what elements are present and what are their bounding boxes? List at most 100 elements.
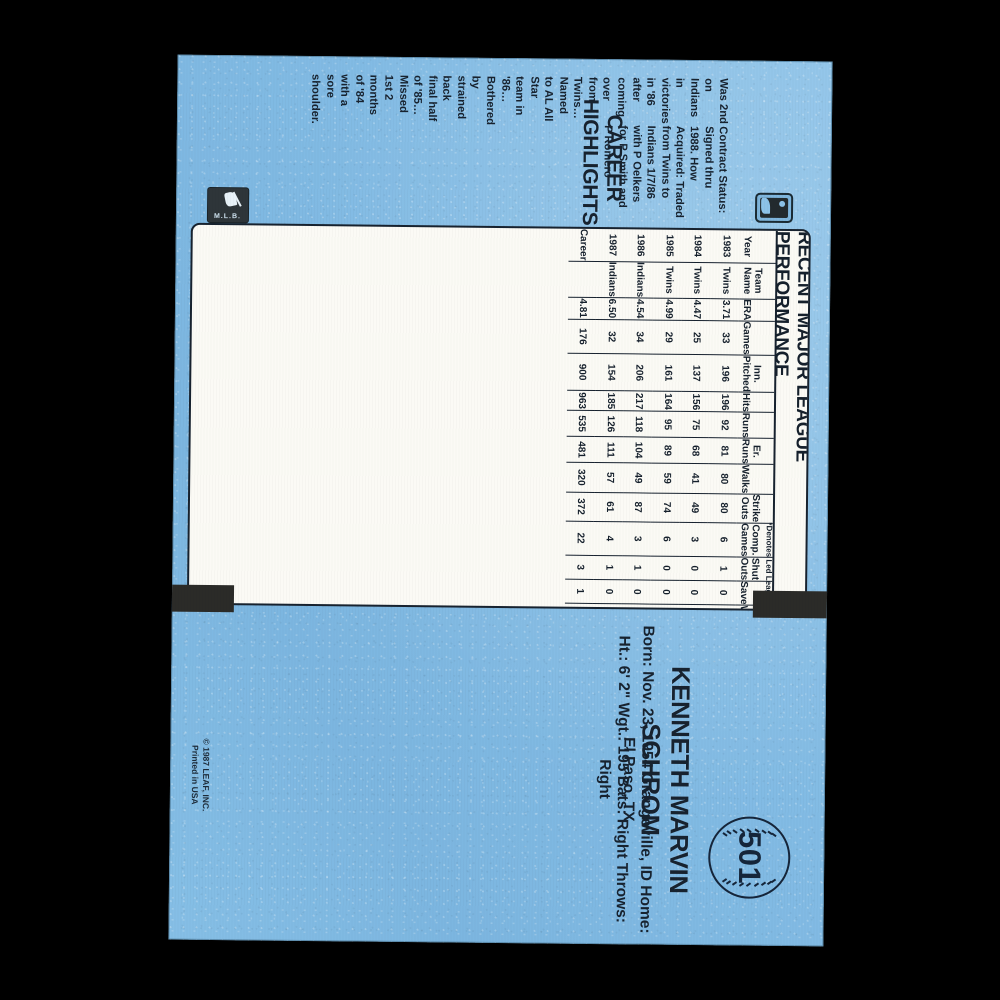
card-number: 501 bbox=[731, 830, 768, 884]
stats-cell: 1 bbox=[707, 556, 736, 581]
stats-header-row: Year Team Name ERA Games Inn. Pitched Hits R… bbox=[735, 229, 776, 611]
stats-table-title: RECENT MAJOR LEAGUE PERFORMANCE bbox=[770, 230, 810, 609]
stats-cell: 0 bbox=[706, 579, 736, 605]
stats-column-header: Hits bbox=[737, 391, 774, 413]
stats-column-header-top: Shut bbox=[748, 557, 760, 580]
stats-column-header-sub: Runs bbox=[739, 438, 751, 464]
stats-cell: 6.50 bbox=[595, 296, 625, 320]
stats-cell: Career bbox=[568, 228, 597, 261]
stats-cell: 87 bbox=[622, 492, 652, 522]
stats-cell: 57 bbox=[594, 462, 623, 493]
copyright-block: © 1987 LEAF, INC. Printed in USA bbox=[188, 614, 213, 934]
stats-cell: 4.54 bbox=[624, 297, 654, 320]
stats-column-header-top bbox=[750, 392, 761, 411]
stats-cell: 59 bbox=[651, 462, 680, 493]
stats-cell: 1 bbox=[621, 555, 651, 580]
mlb-official-licensee-icon bbox=[754, 192, 793, 223]
stats-cell: 963 bbox=[566, 390, 596, 411]
stats-cell: 0 bbox=[678, 579, 708, 605]
mlb-logo-text: M.L.B. bbox=[213, 212, 241, 220]
stats-cell: 80 bbox=[707, 492, 737, 523]
stats-cell: Indians bbox=[596, 260, 626, 298]
stats-column-header: Year bbox=[739, 229, 776, 263]
stats-cell: 80 bbox=[708, 463, 737, 494]
stats-cell: 68 bbox=[679, 437, 709, 464]
stats-cell: 320 bbox=[565, 461, 595, 492]
stats-column-header-sub: Runs bbox=[739, 412, 751, 438]
stats-table-body: 1983Twins3.7133196196928180806101581984T… bbox=[564, 228, 740, 611]
stats-column-header-top bbox=[750, 412, 761, 437]
stats-cell: 92 bbox=[708, 411, 738, 438]
baseball-card-back: 501 KENNETH MARVIN SCHROM Born: Nov. 23,… bbox=[167, 54, 833, 946]
stats-column-header: Runs bbox=[737, 411, 774, 439]
stats-cell: 481 bbox=[565, 435, 595, 463]
stats-cell: 3.71 bbox=[709, 297, 739, 321]
stats-cell: Twins bbox=[681, 261, 711, 298]
stats-column-header-top: Comp. bbox=[748, 523, 761, 556]
baseball-stitch bbox=[721, 877, 727, 882]
mlb-batter-icon: M.L.B. bbox=[206, 186, 249, 223]
stats-cell: 3 bbox=[678, 521, 708, 557]
stats-column-header-sub: Pitched bbox=[740, 355, 752, 392]
stats-cell: 126 bbox=[594, 410, 624, 437]
stats-cell: 535 bbox=[566, 409, 595, 437]
stats-column-header-sub: Name bbox=[741, 266, 753, 294]
stats-cell: 49 bbox=[622, 462, 652, 493]
stats-cell: 154 bbox=[595, 353, 625, 391]
stats-cell: 196 bbox=[708, 391, 738, 412]
stats-cell: 372 bbox=[565, 491, 595, 521]
stats-column-header-sub: Save bbox=[737, 580, 750, 605]
stats-cell: Twins bbox=[653, 261, 683, 298]
stats-column-header-top: Inn. bbox=[750, 364, 762, 383]
stats-cell: 4.47 bbox=[681, 297, 711, 321]
stats-cell: 161 bbox=[652, 353, 682, 392]
stats-column-header-top bbox=[749, 464, 760, 493]
baseball-card-number-icon: 501 bbox=[707, 815, 791, 899]
stats-cell: 51 bbox=[564, 602, 593, 611]
stats-cell: 4 bbox=[593, 520, 623, 556]
stats-cell: 81 bbox=[708, 437, 738, 464]
stats-cell: 3 bbox=[621, 520, 651, 556]
stats-cell: 1 bbox=[593, 554, 622, 579]
stats-column-header: Strike Outs bbox=[736, 493, 773, 523]
stats-cell: 15 bbox=[706, 604, 736, 611]
stats-cell: 111 bbox=[594, 436, 624, 463]
stats-cell: 0 bbox=[592, 578, 622, 604]
baseball-card-rotated: 501 KENNETH MARVIN SCHROM Born: Nov. 23,… bbox=[167, 54, 833, 946]
career-highlights-text: Was 2nd on Indians in victories in '86 a… bbox=[308, 73, 729, 125]
stats-cell: 118 bbox=[623, 410, 652, 437]
stats-cell: 34 bbox=[624, 319, 653, 354]
stats-cell: 1984 bbox=[682, 229, 711, 262]
stats-column-header-sub: Games bbox=[740, 320, 752, 355]
stats-column-header-sub: Walks bbox=[739, 464, 751, 493]
stats-column-header: Inn. Pitched bbox=[737, 354, 775, 393]
stats-cell: 22 bbox=[564, 520, 594, 555]
bio-line-physical: Ht.: 6' 2" Wgt.: 195 Bats: Right Throws:… bbox=[595, 634, 633, 923]
stats-cell: 5 bbox=[678, 603, 707, 611]
stats-cell: 900 bbox=[566, 352, 596, 391]
stats-column-header-sub: Outs bbox=[738, 556, 750, 580]
stats-cell: 89 bbox=[651, 436, 681, 464]
stats-cell: 14 bbox=[621, 603, 650, 611]
stats-cell: 104 bbox=[622, 436, 652, 463]
registration-notch-top bbox=[752, 590, 827, 618]
stats-column-header-sub: ERA bbox=[740, 298, 753, 320]
stats-cell: 49 bbox=[679, 492, 709, 522]
stats-cell: 0 bbox=[650, 555, 679, 580]
stats-table-panel: RECENT MAJOR LEAGUE PERFORMANCE *Denotes… bbox=[186, 222, 811, 611]
stats-table-row: Career 4.8117690096353548132037222315151 bbox=[564, 228, 597, 611]
stats-cell: 41 bbox=[679, 463, 709, 493]
stats-cell: 4.99 bbox=[652, 297, 682, 320]
registration-notch-bottom bbox=[171, 584, 234, 612]
stats-column-header-sub: Year bbox=[741, 235, 753, 257]
stats-cell: 0 bbox=[649, 579, 679, 604]
stats-column-header-sub: Hits bbox=[739, 392, 752, 412]
stats-cell: 33 bbox=[709, 320, 739, 355]
card-header: 501 KENNETH MARVIN SCHROM Born: Nov. 23,… bbox=[181, 614, 812, 941]
stats-column-header-top: Team bbox=[751, 267, 763, 294]
stats-cell: 25 bbox=[681, 319, 710, 355]
